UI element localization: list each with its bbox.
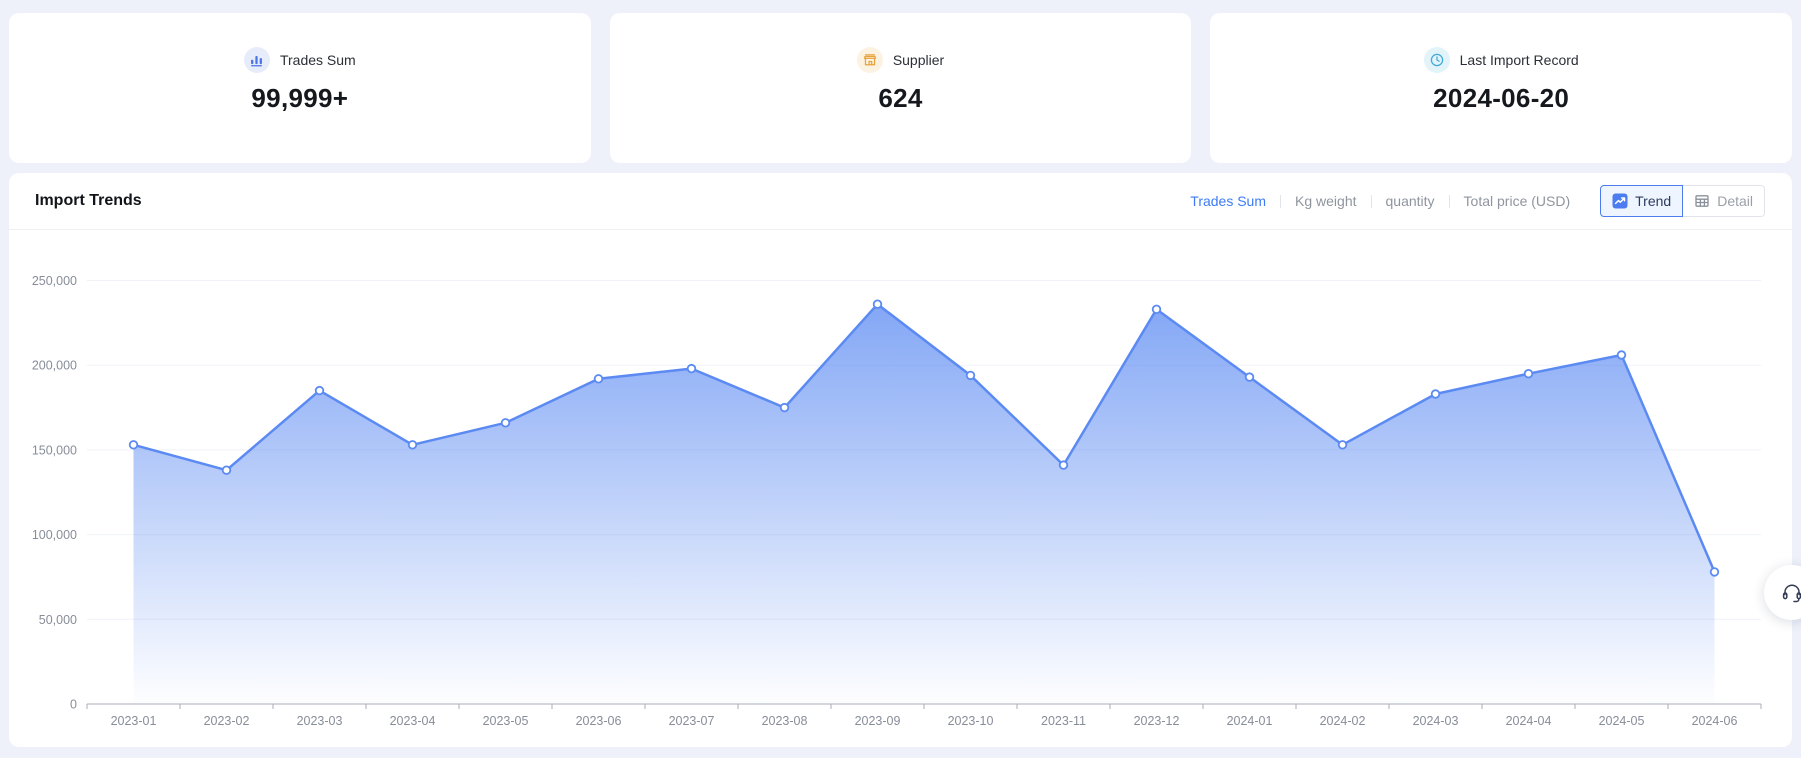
import-trends-header: Import Trends Trades Sum Kg weight quant… <box>9 173 1792 230</box>
svg-text:150,000: 150,000 <box>32 443 77 457</box>
svg-text:2023-07: 2023-07 <box>669 714 715 728</box>
svg-text:2024-05: 2024-05 <box>1599 714 1645 728</box>
svg-text:2023-04: 2023-04 <box>390 714 436 728</box>
trend-button-label: Trend <box>1635 193 1672 209</box>
svg-text:2023-10: 2023-10 <box>948 714 994 728</box>
svg-text:250,000: 250,000 <box>32 274 77 288</box>
svg-text:2024-03: 2024-03 <box>1413 714 1459 728</box>
tab-separator <box>1448 194 1450 208</box>
detail-view-button[interactable]: Detail <box>1683 185 1765 217</box>
stat-card-last-import: Last Import Record 2024-06-20 <box>1210 13 1793 163</box>
svg-text:2023-01: 2023-01 <box>111 714 157 728</box>
trend-view-button[interactable]: Trend <box>1600 185 1684 217</box>
metric-tabs: Trades Sum Kg weight quantity Total pric… <box>1190 193 1570 209</box>
import-trends-panel: Import Trends Trades Sum Kg weight quant… <box>9 173 1792 747</box>
stat-card-trades-sum: Trades Sum 99,999+ <box>9 13 591 163</box>
tab-separator <box>1370 194 1372 208</box>
tab-quantity[interactable]: quantity <box>1385 193 1435 209</box>
trend-icon <box>1612 193 1628 209</box>
svg-text:2023-08: 2023-08 <box>762 714 808 728</box>
svg-text:2023-05: 2023-05 <box>483 714 529 728</box>
storefront-icon <box>856 47 883 73</box>
svg-text:0: 0 <box>70 698 77 712</box>
svg-text:200,000: 200,000 <box>32 359 77 373</box>
stat-cards-row: Trades Sum 99,999+ Supplier 624 <box>0 0 1801 163</box>
svg-text:2023-06: 2023-06 <box>576 714 622 728</box>
tab-trades-sum[interactable]: Trades Sum <box>1190 193 1267 209</box>
stat-label: Supplier <box>892 52 945 68</box>
svg-text:2023-09: 2023-09 <box>855 714 901 728</box>
tab-separator <box>1280 194 1282 208</box>
clock-icon <box>1423 47 1450 73</box>
stat-label: Last Import Record <box>1459 52 1579 68</box>
table-icon <box>1694 193 1710 209</box>
svg-text:100,000: 100,000 <box>32 528 77 542</box>
bar-chart-icon <box>243 47 270 73</box>
stat-value: 624 <box>878 83 923 113</box>
svg-text:50,000: 50,000 <box>39 613 77 627</box>
tab-kg-weight[interactable]: Kg weight <box>1295 193 1357 209</box>
trend-chart[interactable]: 0 50,000 100,000 150,000 200,000 250,000 2023-… <box>9 230 1792 746</box>
headset-icon <box>1780 581 1801 605</box>
svg-text:2023-11: 2023-11 <box>1041 714 1086 728</box>
svg-text:2023-12: 2023-12 <box>1134 714 1180 728</box>
svg-text:2024-06: 2024-06 <box>1692 714 1738 728</box>
svg-text:2024-02: 2024-02 <box>1320 714 1366 728</box>
svg-text:2024-04: 2024-04 <box>1506 714 1552 728</box>
stat-value: 2024-06-20 <box>1433 83 1570 113</box>
svg-text:2023-03: 2023-03 <box>297 714 343 728</box>
tab-total-price[interactable]: Total price (USD) <box>1463 193 1571 209</box>
view-toggle-group: Trend Detail <box>1600 185 1765 217</box>
stat-value: 99,999+ <box>251 83 349 113</box>
stat-label: Trades Sum <box>279 52 356 68</box>
detail-button-label: Detail <box>1717 193 1753 209</box>
svg-text:2023-02: 2023-02 <box>204 714 250 728</box>
support-fab[interactable] <box>1764 565 1801 620</box>
svg-text:2024-01: 2024-01 <box>1227 714 1273 728</box>
stat-card-supplier: Supplier 624 <box>609 13 1192 163</box>
panel-title: Import Trends <box>35 192 142 209</box>
